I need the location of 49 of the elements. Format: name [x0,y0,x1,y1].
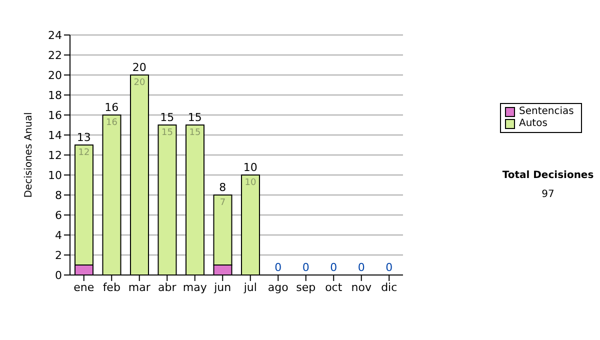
x-tick-label: mar [128,280,151,294]
x-tick-label: ene [74,280,94,294]
total-label: 16 [104,101,119,114]
y-tick-label: 8 [55,188,62,202]
x-tick-label: may [182,280,208,294]
total-label: 0 [274,261,282,274]
x-tick-label: jun [213,280,232,294]
data-label: 12 [78,148,90,158]
x-tick-label: feb [102,280,120,294]
data-label: 15 [189,128,201,138]
x-tick-label: nov [351,280,372,294]
y-tick-label: 6 [55,208,62,222]
data-label: 7 [220,198,226,208]
data-label: 20 [134,78,146,88]
y-tick-label: 4 [55,228,62,242]
total-label: 15 [188,111,202,124]
total-label: 13 [76,131,91,144]
total-label: 15 [160,111,174,124]
x-tick-label: oct [325,280,343,294]
total-label: 0 [358,261,365,274]
data-label: 10 [244,178,256,188]
total-label: 20 [132,61,146,74]
x-tick-label: abr [158,280,177,294]
total-label: 0 [330,261,338,274]
y-tick-label: 12 [48,148,62,162]
x-tick-label: jul [242,280,257,294]
x-tick-label: sep [296,280,316,294]
x-tick-label: dic [381,280,398,294]
y-tick-label: 16 [48,108,62,122]
y-tick-label: 22 [48,48,62,62]
y-axis-title: Decisiones Anual [24,112,35,198]
text: Total Decisiones [501,170,595,181]
y-tick-label: 14 [48,128,62,142]
y-tick-label: 24 [48,28,62,42]
total-label: 0 [386,261,393,274]
y-tick-label: 10 [48,168,62,182]
x-tick-label: ago [268,280,289,294]
text: 97 [540,189,556,200]
data-label: 15 [162,128,173,138]
legend-label: Sentencias [519,106,574,118]
y-tick-label: 0 [55,268,62,282]
total-label: 0 [302,261,310,274]
data-label: 16 [106,118,118,128]
y-tick-label: 2 [55,248,62,262]
total-label: 10 [243,161,258,174]
y-tick-label: 20 [48,68,62,82]
total-label: 8 [219,181,226,194]
y-tick-label: 18 [48,88,62,102]
legend-label: Autos [519,118,548,130]
